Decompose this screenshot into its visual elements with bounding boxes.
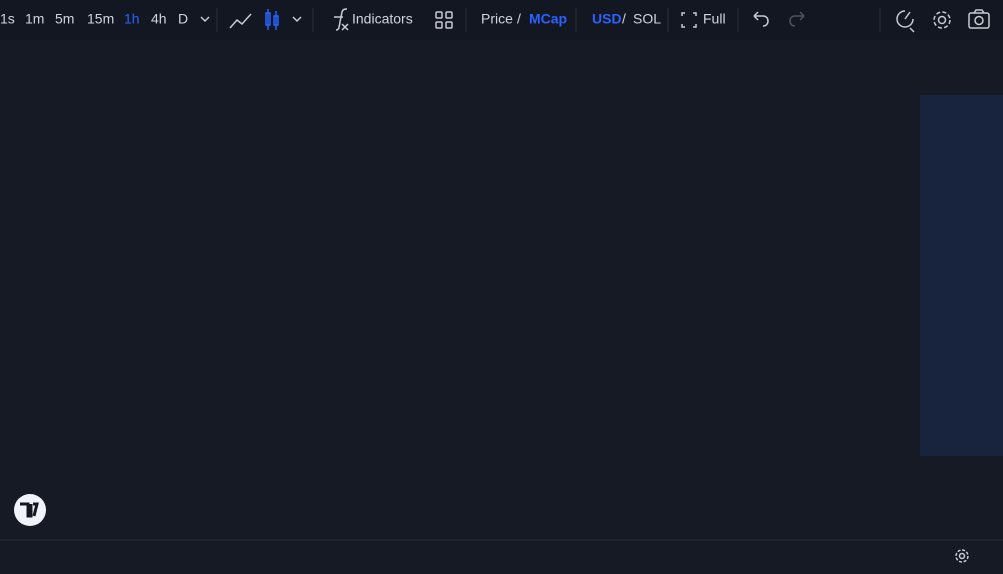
- toolbar-items: 1s 1m 5m 15m 1h 4h D Indicators Price / …: [0, 8, 990, 33]
- line-chart-icon[interactable]: [229, 13, 252, 29]
- fx-icon[interactable]: [334, 8, 349, 31]
- usd-toggle[interactable]: USD: [592, 11, 622, 27]
- slash: /: [622, 11, 626, 27]
- slash: /: [517, 11, 521, 27]
- undo-icon[interactable]: [753, 11, 769, 27]
- interval[interactable]: 5m: [55, 11, 74, 27]
- toolbar: [0, 0, 1003, 40]
- price-axis-highlight: [920, 95, 1003, 456]
- tv-logo-mark: [20, 502, 39, 518]
- candle-icon[interactable]: [265, 9, 279, 30]
- dropdown-icon[interactable]: [292, 16, 302, 23]
- settings-icon[interactable]: [933, 11, 951, 29]
- full-button[interactable]: Full: [703, 11, 726, 27]
- price-toggle[interactable]: Price: [481, 11, 513, 27]
- interval[interactable]: D: [178, 11, 188, 27]
- dropdown-icon[interactable]: [200, 16, 210, 23]
- interval[interactable]: 1s: [0, 11, 15, 27]
- interval[interactable]: 15m: [87, 11, 114, 27]
- indicators-button[interactable]: Indicators: [352, 11, 413, 27]
- camera-icon[interactable]: [968, 9, 990, 29]
- interval[interactable]: 4h: [151, 11, 167, 27]
- axis-settings-icon[interactable]: [955, 549, 969, 563]
- interval-active[interactable]: 1h: [124, 11, 140, 27]
- fullscreen-icon[interactable]: [681, 12, 697, 28]
- mcap-toggle[interactable]: MCap: [529, 11, 567, 27]
- layout-icon[interactable]: [435, 11, 453, 29]
- sol-toggle[interactable]: SOL: [633, 11, 661, 27]
- redo-icon[interactable]: [789, 11, 805, 27]
- replay-icon[interactable]: [896, 10, 915, 33]
- interval[interactable]: 1m: [25, 11, 44, 27]
